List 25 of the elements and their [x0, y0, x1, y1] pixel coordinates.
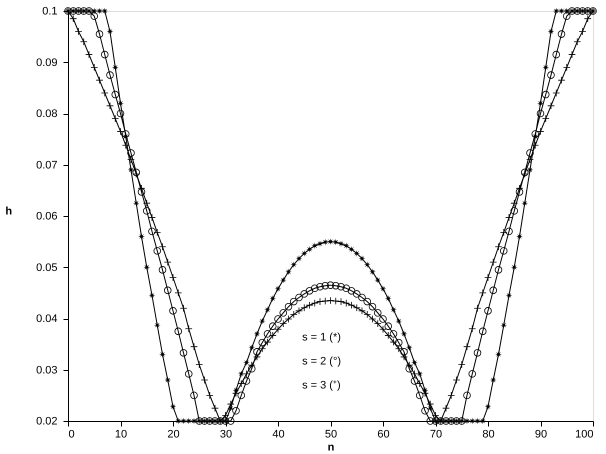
y-tick-label: 0.08 — [36, 108, 58, 120]
x-tick-label: 80 — [482, 428, 495, 440]
x-tick-label: 20 — [167, 428, 180, 440]
y-tick-label: 0.07 — [36, 159, 58, 172]
x-tick-label: 100 — [575, 428, 594, 440]
x-tick-label: 50 — [324, 428, 338, 440]
y-tick-label: 0.1 — [42, 6, 58, 18]
x-tick-label: 0 — [68, 428, 75, 440]
x-tick-label: 70 — [430, 428, 442, 440]
y-tick-label: 0.09 — [36, 56, 58, 69]
y-tick-label: 0.04 — [36, 313, 58, 325]
y-tick-label: 0.05 — [36, 262, 58, 274]
x-axis-title: n — [328, 442, 335, 454]
annotation: s = 2 (°) — [302, 355, 342, 368]
x-tick-label: 40 — [272, 428, 285, 440]
x-tick-label: 10 — [114, 428, 128, 440]
y-tick-label: 0.06 — [36, 210, 58, 222]
y-tick-label: 0.02 — [36, 416, 58, 428]
y-axis-title: h — [5, 206, 12, 218]
annotation: s = 3 (⁺) — [302, 379, 341, 392]
x-tick-label: 60 — [377, 428, 390, 440]
annotation: s = 1 (*) — [302, 331, 341, 344]
y-tick-label: 0.03 — [36, 364, 58, 376]
x-tick-label: 90 — [534, 428, 548, 440]
x-tick-label: 30 — [220, 428, 232, 440]
